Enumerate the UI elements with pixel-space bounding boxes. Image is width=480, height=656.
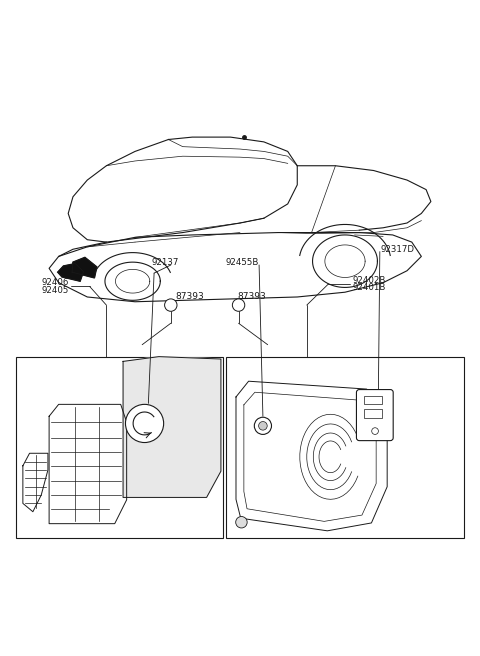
Circle shape <box>232 299 245 312</box>
Text: 87393: 87393 <box>238 293 266 302</box>
Circle shape <box>372 428 378 434</box>
Text: 92405: 92405 <box>42 286 69 295</box>
FancyBboxPatch shape <box>357 390 393 441</box>
Circle shape <box>259 422 267 430</box>
Circle shape <box>165 299 177 312</box>
Circle shape <box>236 516 247 528</box>
Bar <box>364 396 382 404</box>
Text: 92317D: 92317D <box>381 245 415 254</box>
Bar <box>226 357 464 538</box>
Text: 87393: 87393 <box>176 293 204 302</box>
Text: 92401B: 92401B <box>352 283 385 293</box>
Circle shape <box>254 417 272 434</box>
Polygon shape <box>123 357 221 497</box>
Circle shape <box>125 404 164 443</box>
Text: 92137: 92137 <box>152 258 179 266</box>
Polygon shape <box>72 257 97 278</box>
Bar <box>16 357 223 538</box>
Text: 92455B: 92455B <box>226 258 259 266</box>
Text: 92402B: 92402B <box>352 276 385 285</box>
Polygon shape <box>58 264 84 281</box>
Bar <box>364 409 382 418</box>
Text: 92406: 92406 <box>42 278 69 287</box>
